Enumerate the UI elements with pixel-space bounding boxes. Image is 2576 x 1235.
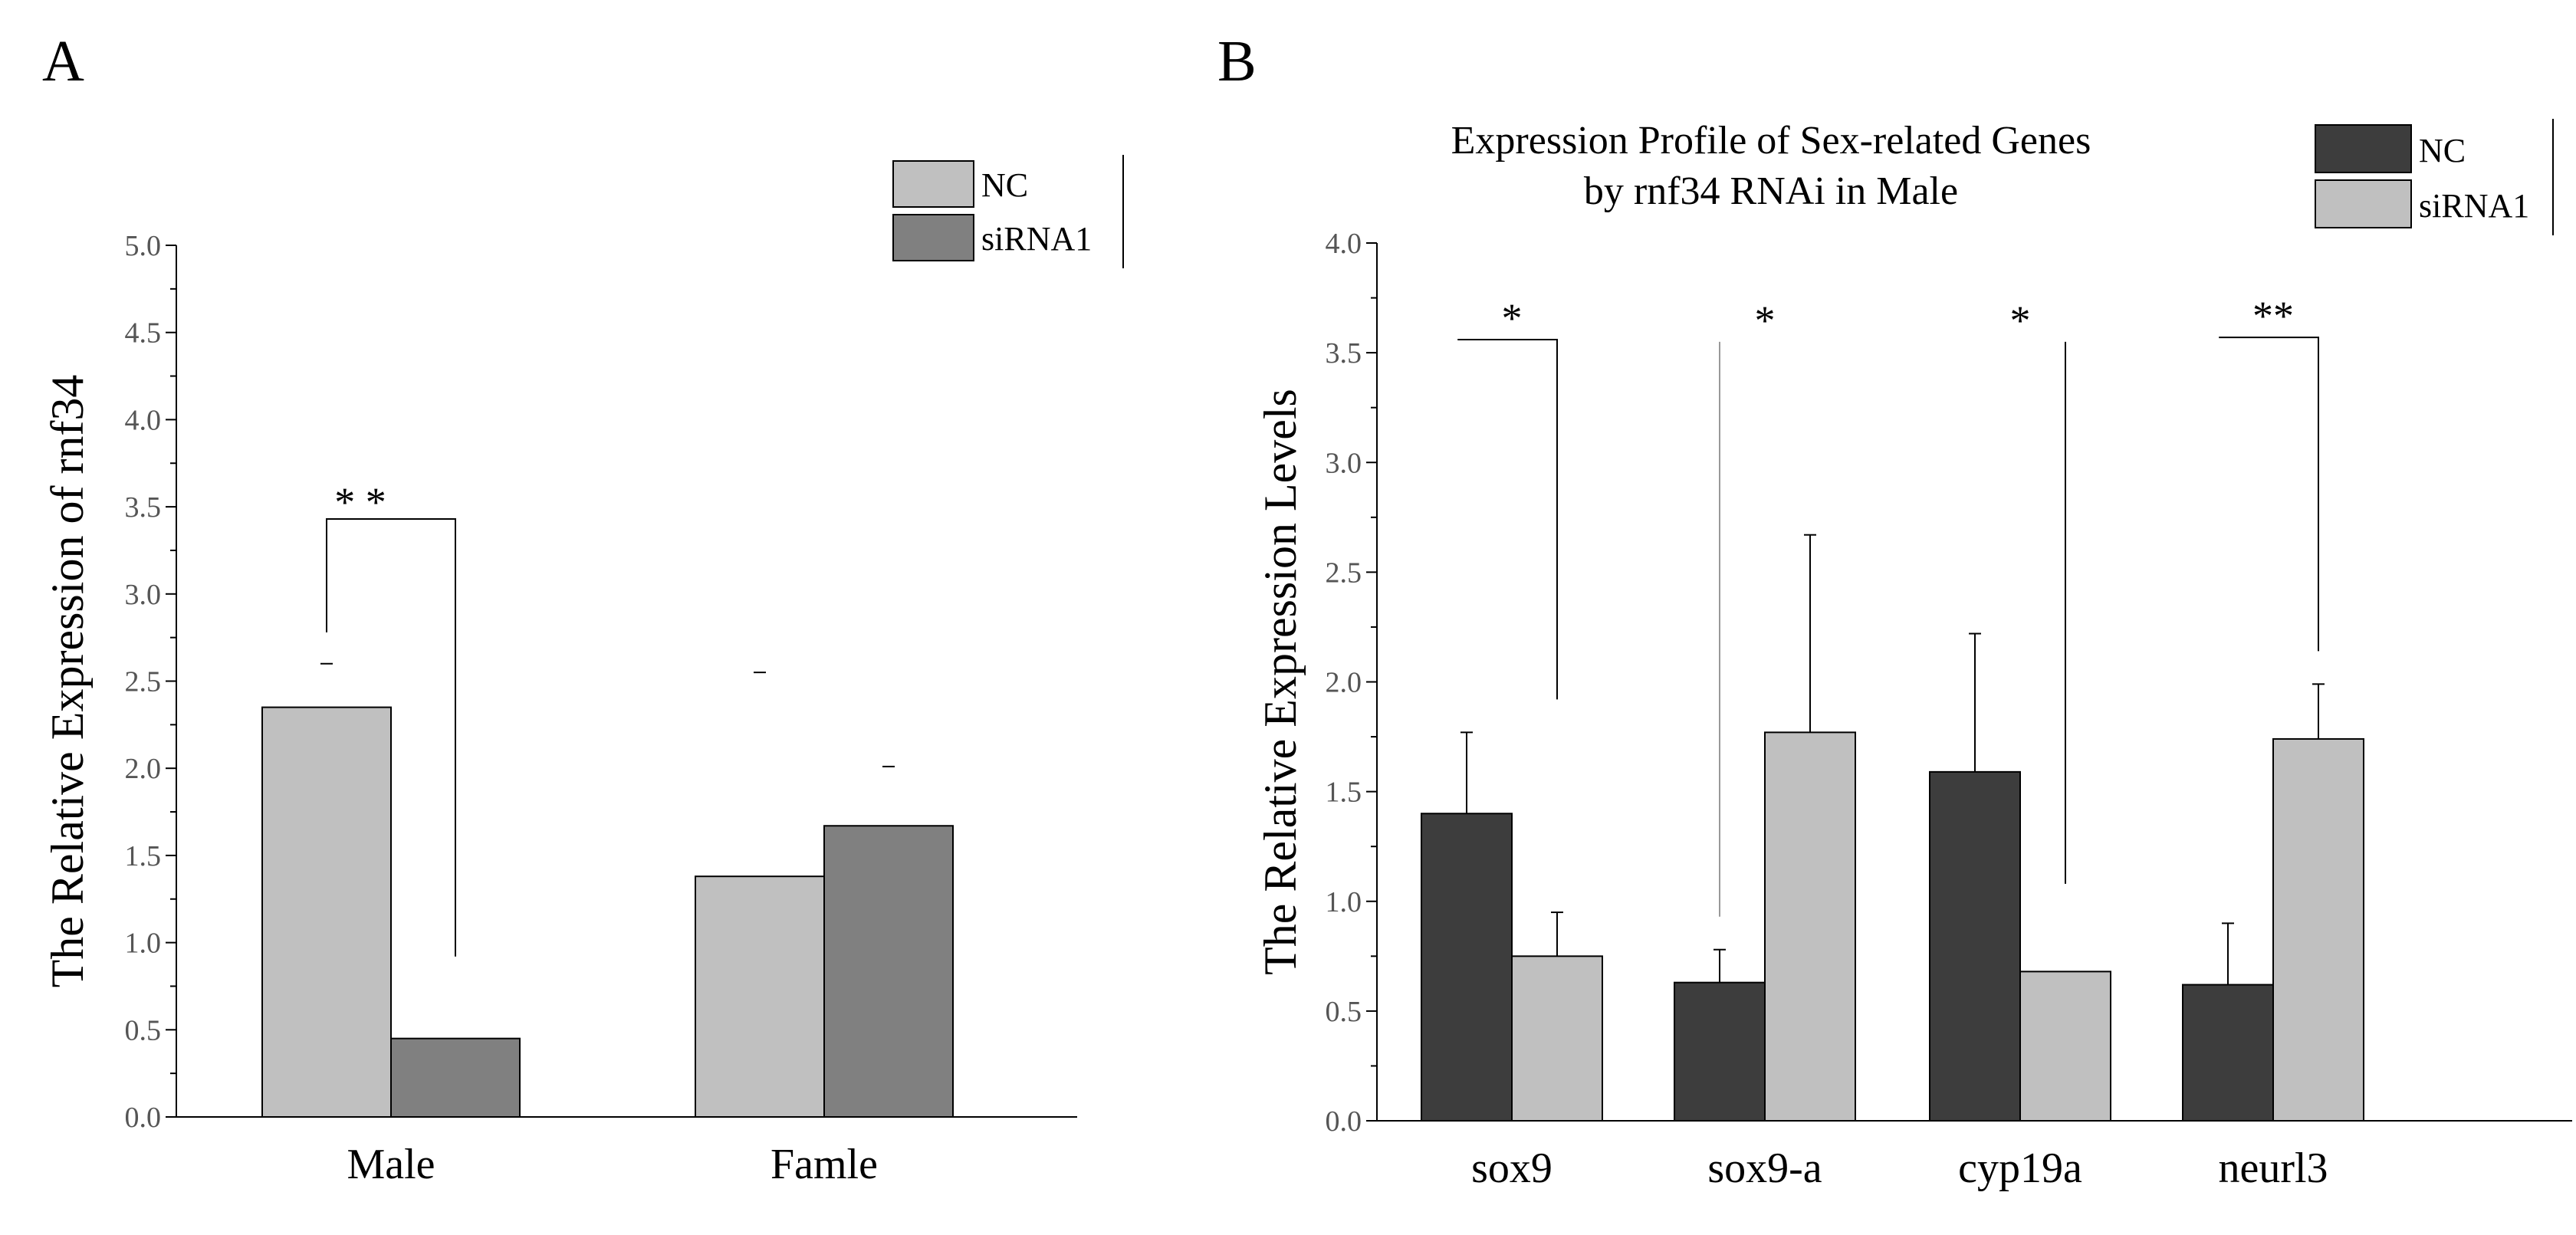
significance-label: * * [334,479,386,525]
y-tick-label: 3.0 [1326,447,1362,479]
y-tick-label: 1.5 [125,840,162,872]
y-tick-label: 1.0 [1326,886,1362,918]
bar-nc-male [261,706,392,1118]
bar-nc-sox9-a [1674,981,1766,1122]
y-tick-label: 2.0 [1326,667,1362,699]
chart-title-line: by rnf34 RNAi in Male [1584,169,1958,213]
bar-nc-neurl3 [2182,984,2274,1122]
y-tick-label: 2.5 [1326,557,1362,589]
significance-label: * [1755,297,1776,343]
y-tick-label: 5.0 [125,230,162,262]
legend-label: siRNA1 [981,220,1092,258]
significance-bracket [326,518,456,957]
legend-swatch-sirna1 [892,214,974,261]
x-tick-label: Famle [770,1141,878,1188]
significance-label: * [2010,297,2031,343]
significance-label: ** [2252,293,2294,339]
y-tick-label: 3.5 [1326,337,1362,370]
x-tick-label: sox9 [1471,1145,1552,1192]
y-tick-label: 1.0 [125,928,162,960]
x-tick-label: sox9-a [1707,1145,1822,1192]
bar-sirna1-sox9-a [1764,731,1856,1122]
y-tick-label: 0.5 [1326,996,1362,1028]
bar-nc-famle [695,875,825,1118]
y-axis-label: The Relative Expression Levels [1255,389,1306,975]
bar-sirna1-male [390,1037,521,1118]
chart-title-line: Expression Profile of Sex-related Genes [1451,119,2091,163]
y-tick-label: 4.5 [125,317,162,350]
bar-sirna1-sox9 [1511,955,1603,1122]
x-tick-label: Male [347,1141,435,1188]
y-tick-label: 4.0 [125,404,162,436]
bar-sirna1-neurl3 [2272,737,2364,1122]
y-axis-label: The Relative Expression of rnf34 [42,375,93,988]
panel-letter-b: B [1217,29,1257,94]
legend-swatch-nc [2315,124,2412,173]
y-tick-label: 0.0 [125,1102,162,1134]
y-tick-label: 0.0 [1326,1105,1362,1138]
y-tick-label: 3.0 [125,579,162,611]
legend-swatch-sirna1 [2315,179,2412,228]
x-tick-label: neurl3 [2218,1145,2328,1192]
y-tick-label: 1.5 [1326,777,1362,809]
significance-label: * [1502,295,1523,341]
bar-nc-cyp19a [1929,770,2021,1122]
y-tick-label: 3.5 [125,491,162,524]
legend-swatch-nc [892,160,974,208]
legend-label: siRNA1 [2419,187,2529,225]
significance-bracket [2219,337,2319,652]
y-tick-label: 0.5 [125,1014,162,1046]
bar-sirna1-famle [823,825,954,1118]
x-tick-label: cyp19a [1958,1145,2082,1192]
y-tick-label: 2.5 [125,666,162,698]
significance-bracket [1457,338,1558,700]
panel-letter-a: A [42,29,84,94]
y-tick-label: 2.0 [125,753,162,785]
legend-label: NC [2419,132,2466,169]
bar-sirna1-cyp19a [2019,971,2111,1122]
bar-nc-sox9 [1421,813,1513,1122]
chart-panel-b: 0.0 0.5 1.0 1.5 2.0 2.5 3.0 3.5 4.0 The Relative … [1255,119,2572,1192]
y-tick-label: 4.0 [1326,228,1362,260]
chart-panel-a: 0.0 0.5 1.0 1.5 2.0 2.5 3.0 3.5 4.0 4.5 5.0 The Rel… [42,155,1124,1188]
legend-label: NC [981,166,1028,204]
